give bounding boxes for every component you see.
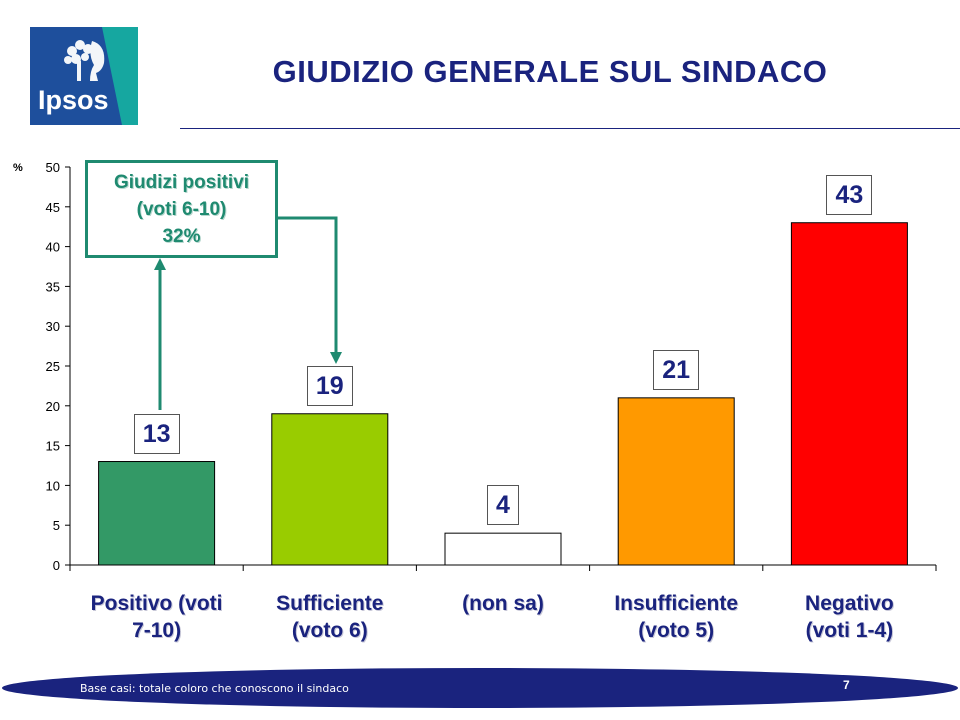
x-category-label: Insufficiente (voto 5): [591, 590, 761, 644]
y-tick-label: 35: [46, 279, 60, 294]
y-tick-label: 10: [46, 478, 60, 493]
callout-line-3: 32%: [162, 226, 201, 247]
category-line-1: Negativo: [805, 592, 894, 615]
arrowhead-down-icon: [330, 352, 342, 364]
footer-band: [2, 668, 958, 708]
y-tick-label: 0: [53, 558, 60, 573]
data-label: 21: [653, 349, 700, 390]
callout-line-2: (voti 6-10): [136, 199, 227, 220]
x-category-label: (non sa): [418, 590, 588, 617]
y-tick-label: 25: [46, 359, 60, 374]
x-category-label: Sufficiente (voto 6): [245, 590, 415, 644]
data-label: 13: [133, 413, 180, 454]
footer-note: Base casi: totale coloro che conoscono i…: [80, 682, 349, 695]
category-line-1: Insufficiente: [614, 592, 739, 615]
callout-line-1: Giudizi positivi: [113, 172, 250, 193]
category-line-1: Sufficiente: [276, 592, 384, 615]
y-tick-label: 45: [46, 200, 60, 215]
arrowhead-up-icon: [154, 258, 166, 270]
data-label: 43: [826, 174, 873, 215]
y-tick-label: 20: [46, 399, 60, 414]
arrow-to-sufficiente: [278, 216, 338, 352]
logo-text: Ipsos: [38, 85, 109, 115]
slide-title: GIUDIZIO GENERALE SUL SINDACO: [272, 54, 828, 89]
category-line-2: (voto 5): [638, 619, 715, 642]
ipsos-logo: Ipsos: [30, 27, 138, 125]
bar-4: [790, 222, 908, 566]
bar-3: [617, 397, 735, 566]
callout-connectors: [158, 216, 338, 410]
title-divider: [180, 128, 960, 129]
bar-2: [444, 532, 562, 566]
category-line-1: Positivo (voti: [90, 592, 223, 615]
category-line-1: (non sa): [462, 592, 544, 615]
y-tick-label: 15: [46, 439, 60, 454]
category-line-2: (voto 6): [291, 619, 368, 642]
x-category-label: Positivo (voti 7-10): [72, 590, 242, 644]
page-number: 7: [843, 678, 850, 692]
y-tick-label: 50: [46, 160, 60, 175]
y-axis-unit-label: %: [13, 162, 23, 174]
data-label: 19: [306, 365, 353, 406]
category-line-2: 7-10): [132, 619, 182, 642]
bar-1: [271, 413, 389, 566]
positive-judgements-callout: Giudizi positivi (voti 6-10) 32%: [85, 160, 278, 258]
y-tick-label: 40: [46, 240, 60, 255]
data-label: 4: [487, 485, 519, 526]
y-tick-label: 5: [53, 518, 60, 533]
tree-head-icon: [64, 40, 105, 81]
y-tick-label: 30: [46, 319, 60, 334]
x-category-label: Negativo (voti 1-4): [764, 590, 934, 644]
category-line-2: (voti 1-4): [805, 619, 894, 642]
bar-0: [98, 461, 216, 566]
